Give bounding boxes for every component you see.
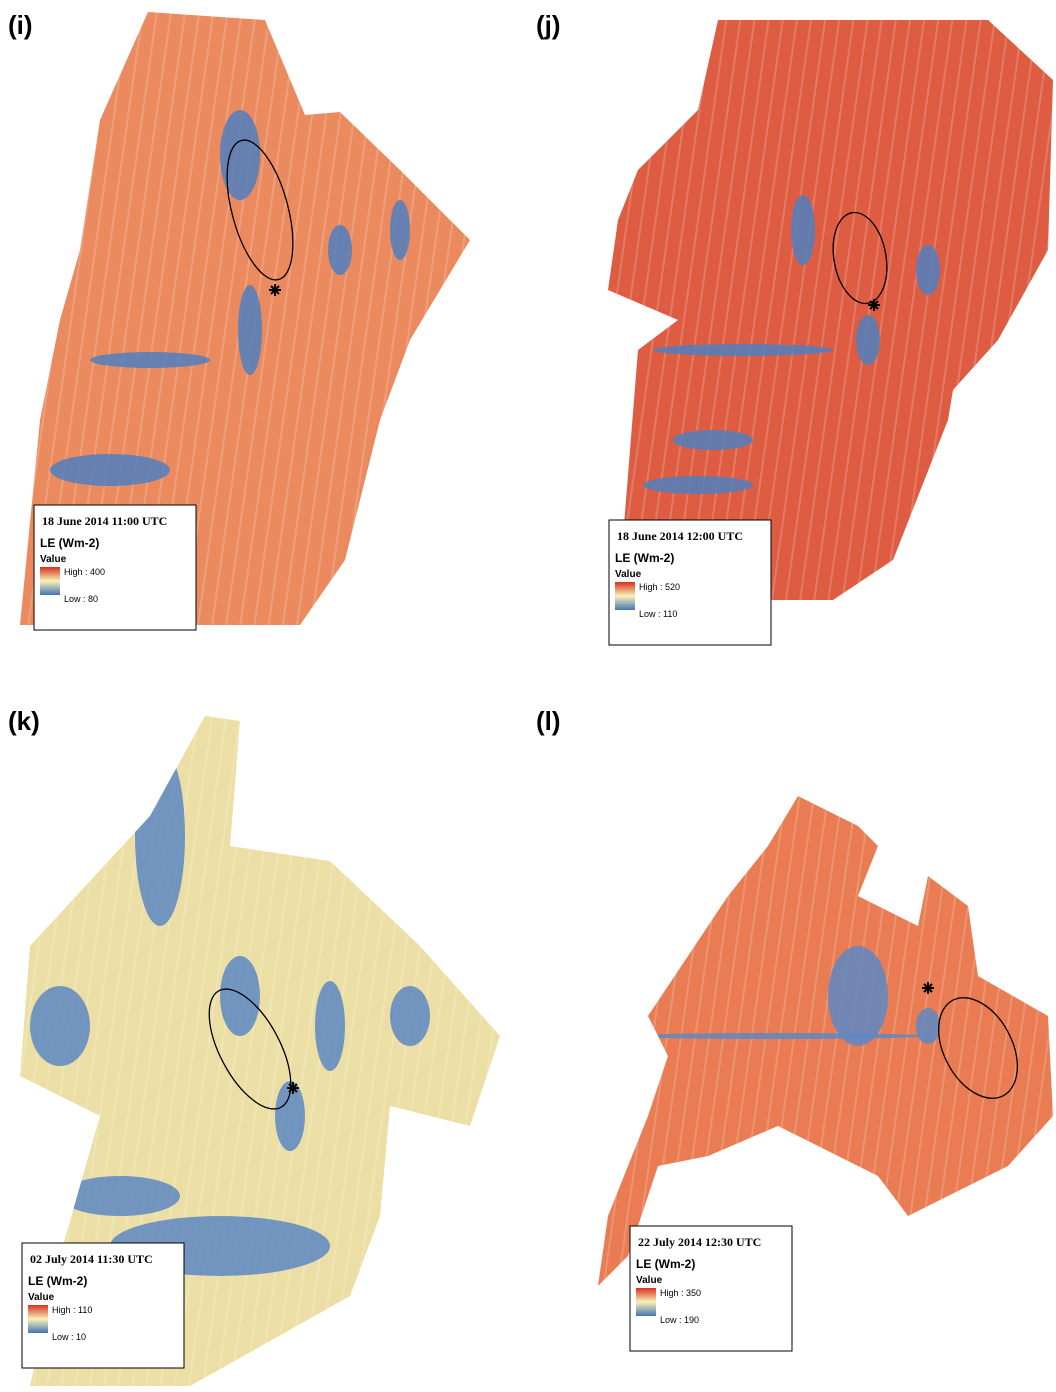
low-zone [220, 110, 260, 200]
legend-title: Value [40, 554, 67, 565]
figure: (i) 18 June 2014 11:00 UTC LE (Wm-2) Value H… [0, 0, 1056, 1392]
legend-low: Low : 80 [64, 594, 98, 604]
legend: 02 July 2014 11:30 UTC LE (Wm-2) Value High… [22, 1243, 184, 1368]
legend-title: Value [28, 1292, 55, 1303]
map-panel: (j) 18 June 2014 12:00 UTC LE (Wm-2) Value H… [536, 10, 1053, 645]
map-panel: (k) 02 July 2014 11:30 UTC LE (Wm-2) Value H… [8, 706, 500, 1386]
low-zone [315, 981, 345, 1071]
legend-date: 18 June 2014 12:00 UTC [617, 529, 743, 543]
legend: 22 July 2014 12:30 UTC LE (Wm-2) Value High… [630, 1226, 792, 1351]
legend-high: High : 520 [639, 582, 680, 592]
map-detail [598, 796, 1053, 1286]
color-ramp [28, 1305, 48, 1333]
panel-label: (j) [536, 10, 561, 40]
low-zone [50, 454, 170, 486]
legend: 18 June 2014 11:00 UTC LE (Wm-2) Value High… [34, 505, 196, 630]
low-zone [30, 986, 90, 1066]
legend-title: Value [615, 569, 642, 580]
low-zone [90, 352, 210, 368]
low-zone [135, 746, 185, 926]
legend-title: Value [636, 1275, 663, 1286]
legend-variable: LE (Wm-2) [636, 1257, 695, 1271]
legend-date: 02 July 2014 11:30 UTC [30, 1252, 153, 1266]
legend-low: Low : 110 [639, 609, 677, 619]
low-zone [390, 200, 410, 260]
low-zone [238, 285, 262, 375]
legend-high: High : 110 [52, 1305, 92, 1315]
low-zone [856, 315, 880, 365]
legend-variable: LE (Wm-2) [40, 536, 99, 550]
low-zone [328, 225, 352, 275]
panel-label: (i) [8, 10, 33, 40]
low-zone [653, 344, 833, 356]
legend-low: Low : 10 [52, 1332, 86, 1342]
low-zone [643, 476, 753, 494]
color-ramp [615, 582, 635, 610]
low-zone [828, 946, 888, 1046]
map-detail [608, 20, 1053, 600]
map-panel: (i) 18 June 2014 11:00 UTC LE (Wm-2) Value H… [8, 10, 470, 630]
low-zone [390, 986, 430, 1046]
legend-high: High : 400 [64, 567, 105, 577]
texture [608, 20, 1053, 600]
legend-variable: LE (Wm-2) [28, 1274, 87, 1288]
low-zone [791, 195, 815, 265]
legend-high: High : 350 [660, 1288, 701, 1298]
legend-date: 18 June 2014 11:00 UTC [42, 514, 167, 528]
texture [598, 796, 1053, 1286]
color-ramp [40, 567, 60, 595]
low-zone [628, 1033, 928, 1039]
panel-label: (k) [8, 706, 40, 736]
map-panel: (l) 22 July 2014 12:30 UTC LE (Wm-2) Value H… [536, 706, 1053, 1351]
color-ramp [636, 1288, 656, 1316]
legend: 18 June 2014 12:00 UTC LE (Wm-2) Value High… [609, 520, 771, 645]
low-zone [220, 956, 260, 1036]
low-zone [916, 1008, 940, 1044]
legend-variable: LE (Wm-2) [615, 551, 674, 565]
low-zone [673, 430, 753, 450]
low-zone [916, 245, 940, 295]
legend-date: 22 July 2014 12:30 UTC [638, 1235, 761, 1249]
legend-low: Low : 190 [660, 1315, 699, 1325]
panel-label: (l) [536, 706, 561, 736]
low-zone [60, 1176, 180, 1216]
